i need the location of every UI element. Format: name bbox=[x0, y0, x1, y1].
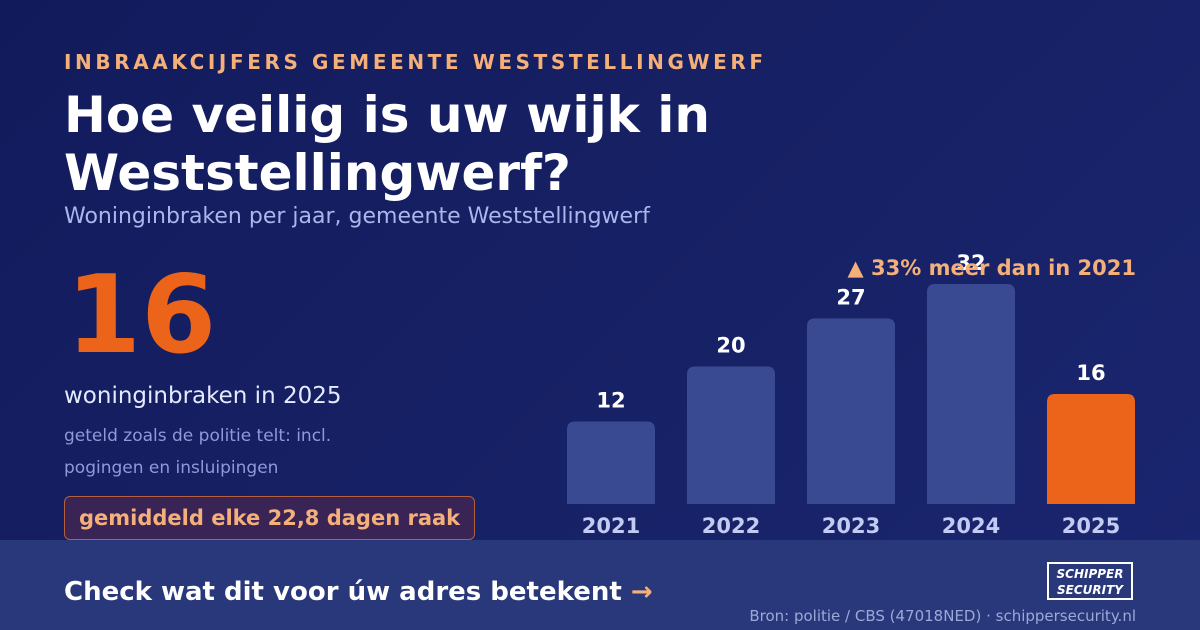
x-tick-label-2025: 2025 bbox=[1062, 514, 1120, 538]
bar-2025 bbox=[1047, 394, 1135, 504]
bar-value-2025: 16 bbox=[1076, 361, 1105, 385]
counting-note: geteld zoals de politie telt: incl. pogi… bbox=[64, 426, 332, 478]
bar-value-2023: 27 bbox=[836, 285, 865, 309]
x-tick-label-2021: 2021 bbox=[582, 514, 640, 538]
highlight-label: woninginbraken in 2025 bbox=[64, 383, 342, 409]
bar-2022 bbox=[687, 366, 775, 504]
x-tick-label-2022: 2022 bbox=[702, 514, 760, 538]
source-credit: Bron: politie / CBS (47018NED) · schippe… bbox=[749, 607, 1136, 625]
bar-2023 bbox=[807, 318, 895, 504]
bar-value-2021: 12 bbox=[596, 389, 625, 413]
x-tick-label-2024: 2024 bbox=[942, 514, 1000, 538]
highlight-number: 16 bbox=[66, 253, 217, 378]
cta-text: Check wat dit voor úw adres betekent bbox=[64, 577, 622, 607]
arrow-right-icon: → bbox=[630, 577, 653, 607]
bar-2024 bbox=[927, 284, 1015, 504]
kicker: INBRAAKCIJFERS GEMEENTE WESTSTELLINGWERF bbox=[64, 50, 767, 74]
bar-value-2022: 20 bbox=[716, 334, 745, 358]
chart-annotation: ▲ 33% meer dan in 2021 bbox=[847, 256, 1136, 280]
bar-2021 bbox=[567, 421, 655, 504]
logo-line-1: SCHIPPER bbox=[1056, 567, 1124, 581]
brand-logo: SCHIPPER SECURITY bbox=[1047, 562, 1133, 600]
bar-value-2024: 32 bbox=[956, 251, 985, 275]
bar-chart: 12 2021 20 2022 27 2023 32 2024 16 2025 bbox=[567, 251, 1135, 538]
footer-bar bbox=[0, 540, 1200, 630]
page-title: Hoe veilig is uw wijk in Weststellingwer… bbox=[64, 86, 710, 202]
frequency-badge: gemiddeld elke 22,8 dagen raak bbox=[64, 496, 476, 540]
subtitle: Woninginbraken per jaar, gemeente Westst… bbox=[64, 204, 650, 229]
logo-line-2: SECURITY bbox=[1057, 583, 1123, 597]
x-tick-label-2023: 2023 bbox=[822, 514, 880, 538]
cta-link[interactable]: Check wat dit voor úw adres betekent → bbox=[64, 577, 653, 607]
